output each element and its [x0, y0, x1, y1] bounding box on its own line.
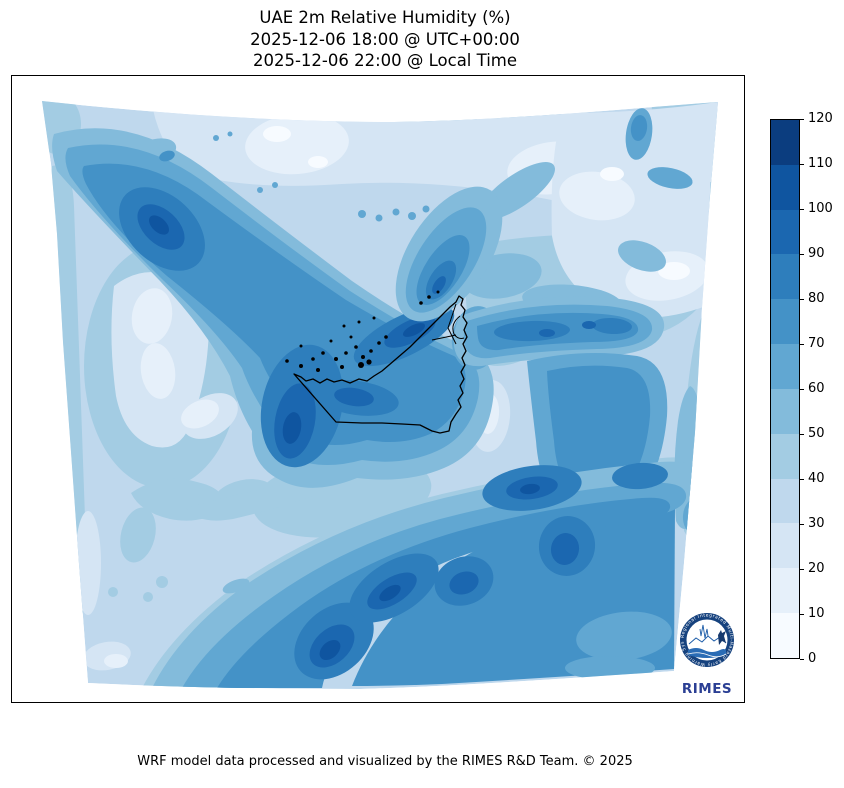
- colorbar-tick-mark: [800, 568, 804, 570]
- colorbar-tick-label: 100: [808, 201, 833, 216]
- colorbar-tick-label: 50: [808, 426, 825, 441]
- colorbar-tick-mark: [800, 388, 804, 390]
- colorbar-segment: [771, 120, 799, 165]
- colorbar-segment: [771, 164, 799, 210]
- colorbar-tick-mark: [800, 658, 804, 660]
- colorbar-tick-label: 30: [808, 516, 825, 531]
- uae-border-outline: [293, 295, 468, 434]
- footer-credit: WRF model data processed and visualized …: [137, 754, 633, 769]
- colorbar-tick-label: 10: [808, 606, 825, 621]
- colorbar-tick-mark: [800, 433, 804, 435]
- colorbar-tick-mark: [800, 523, 804, 525]
- rimes-logo: Regional Integrated Multi-Hazard Early W…: [673, 604, 739, 698]
- rimes-wordmark: RIMES: [681, 681, 733, 697]
- colorbar-tick-label: 90: [808, 246, 825, 261]
- humidity-contours: [42, 101, 718, 689]
- title-line-variable: UAE 2m Relative Humidity (%): [259, 8, 511, 27]
- map-frame: Regional Integrated Multi-Hazard Early W…: [11, 75, 745, 703]
- contour-bottom-band-group: [152, 352, 708, 688]
- colorbar-tick-mark: [800, 118, 804, 120]
- colorbar-ticks: 120 110 100 90 80 70 60 50 40 30 20 10 0: [800, 111, 844, 666]
- colorbar-segment: [771, 209, 799, 255]
- weather-map-svg: [42, 101, 718, 689]
- colorbar-tick-label: 20: [808, 561, 825, 576]
- figure-title: UAE 2m Relative Humidity (%) 2025-12-06 …: [0, 7, 770, 72]
- colorbar-segment: [771, 254, 799, 300]
- colorbar-gradient: [771, 120, 799, 658]
- colorbar-tick-mark: [800, 298, 804, 300]
- colorbar-segment: [771, 299, 799, 345]
- colorbar-tick-label: 60: [808, 381, 825, 396]
- colorbar-segment: [771, 433, 799, 479]
- colorbar-tick-mark: [800, 253, 804, 255]
- colorbar-tick-mark: [800, 478, 804, 480]
- rimes-logo-badge: Regional Integrated Multi-Hazard Early W…: [673, 604, 734, 667]
- colorbar-tick-label: 0: [808, 651, 817, 666]
- colorbar-tick-mark: [800, 163, 804, 165]
- contour-specks-group: [213, 108, 693, 222]
- contour-main-band-group: [52, 128, 494, 488]
- contour-oman-band-group: [453, 296, 665, 367]
- colorbar-tick-label: 110: [808, 156, 833, 171]
- colorbar-segment: [771, 613, 799, 658]
- colorbar-segment: [771, 523, 799, 569]
- colorbar-segment: [771, 478, 799, 524]
- colorbar-tick-label: 80: [808, 291, 825, 306]
- island-dots: [285, 290, 440, 372]
- logo-ibex-icon: [718, 630, 726, 645]
- colorbar-tick-mark: [800, 613, 804, 615]
- logo-waves: [688, 648, 726, 658]
- title-line-utc-time: 2025-12-06 18:00 @ UTC+00:00: [250, 29, 520, 49]
- colorbar-tick-label: 70: [808, 336, 825, 351]
- colorbar: [770, 119, 800, 659]
- colorbar-segment: [771, 344, 799, 389]
- colorbar-tick-label: 120: [808, 111, 833, 126]
- colorbar-tick-mark: [800, 343, 804, 345]
- colorbar-tick-label: 40: [808, 471, 825, 486]
- title-line-local-time: 2025-12-06 22:00 @ Local Time: [252, 51, 518, 70]
- colorbar-segment: [771, 568, 799, 614]
- colorbar-segment: [771, 388, 799, 434]
- logo-wave-line: [687, 652, 727, 658]
- logo-seismogram-icon: [699, 624, 709, 639]
- colorbar-tick-mark: [800, 208, 804, 210]
